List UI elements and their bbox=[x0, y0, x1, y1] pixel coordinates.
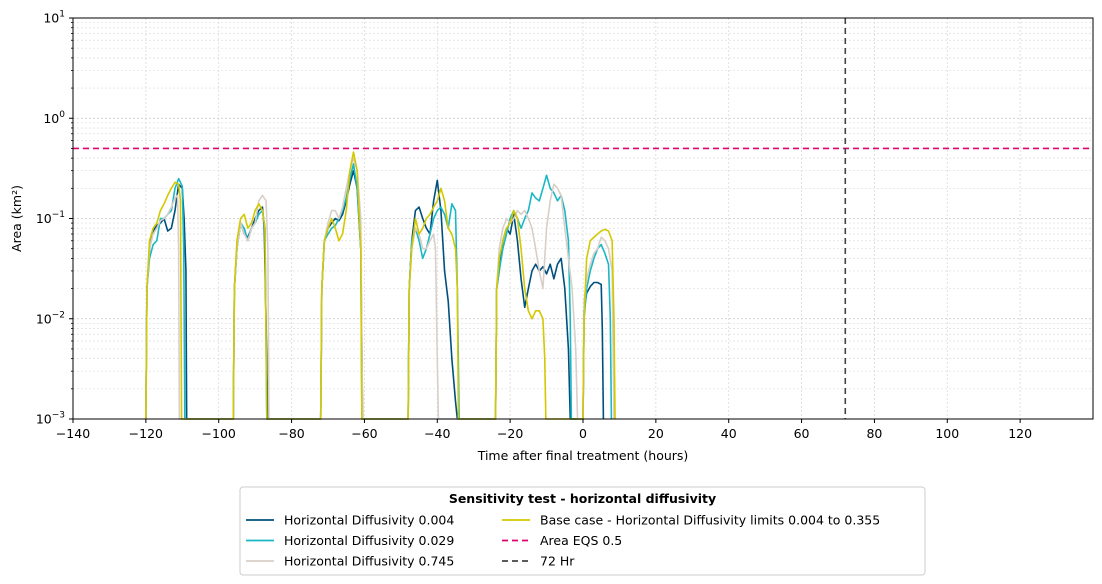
legend-label: Horizontal Diffusivity 0.745 bbox=[284, 554, 454, 569]
legend-entries: Horizontal Diffusivity 0.004 Horizontal D… bbox=[246, 513, 880, 569]
legend-label: Horizontal Diffusivity 0.029 bbox=[284, 533, 454, 548]
y-axis: 10−3 10−2 10−1 100 101 bbox=[36, 10, 73, 427]
x-tick-label: −60 bbox=[351, 426, 377, 441]
legend-title: Sensitivity test - horizontal diffusivit… bbox=[449, 491, 716, 506]
x-axis: −140 −120 −100 −80 −60 −40 −20 0 20 40 60 80 100 120 bbox=[56, 419, 1032, 441]
series-line-1 bbox=[145, 169, 605, 420]
legend-label: Base case - Horizontal Diffusivity limit… bbox=[540, 513, 880, 528]
x-tick-label: 0 bbox=[579, 426, 587, 441]
x-tick-label: 60 bbox=[794, 426, 810, 441]
legend-label: 72 Hr bbox=[540, 554, 575, 569]
series-line-4 bbox=[145, 151, 616, 420]
x-tick-label: 40 bbox=[721, 426, 737, 441]
y-tick-label: 10−3 bbox=[36, 411, 65, 427]
x-tick-label: 120 bbox=[1008, 426, 1032, 441]
legend: Sensitivity test - horizontal diffusivit… bbox=[239, 486, 926, 576]
series-line-2 bbox=[145, 163, 613, 420]
series-line-3 bbox=[145, 157, 615, 420]
y-tick-label: 10−1 bbox=[36, 210, 65, 226]
reference-lines bbox=[73, 18, 1093, 419]
x-tick-label: −20 bbox=[497, 426, 523, 441]
y-tick-label: 10−2 bbox=[36, 310, 65, 326]
x-tick-label: −100 bbox=[202, 426, 236, 441]
x-tick-label: −120 bbox=[129, 426, 163, 441]
x-tick-label: 20 bbox=[648, 426, 664, 441]
y-tick-label: 100 bbox=[43, 110, 65, 126]
legend-label: Area EQS 0.5 bbox=[540, 533, 622, 548]
y-axis-title: Area (km²) bbox=[9, 185, 24, 252]
y-tick-label: 101 bbox=[43, 10, 65, 26]
x-axis-title: Time after final treatment (hours) bbox=[477, 448, 689, 463]
x-tick-label: 80 bbox=[866, 426, 882, 441]
x-tick-label: −80 bbox=[278, 426, 304, 441]
series-layer bbox=[145, 151, 616, 420]
legend-box bbox=[239, 486, 926, 576]
legend-label: Horizontal Diffusivity 0.004 bbox=[284, 513, 454, 528]
x-tick-label: −140 bbox=[56, 426, 90, 441]
x-tick-label: 100 bbox=[935, 426, 959, 441]
x-tick-label: −40 bbox=[424, 426, 450, 441]
